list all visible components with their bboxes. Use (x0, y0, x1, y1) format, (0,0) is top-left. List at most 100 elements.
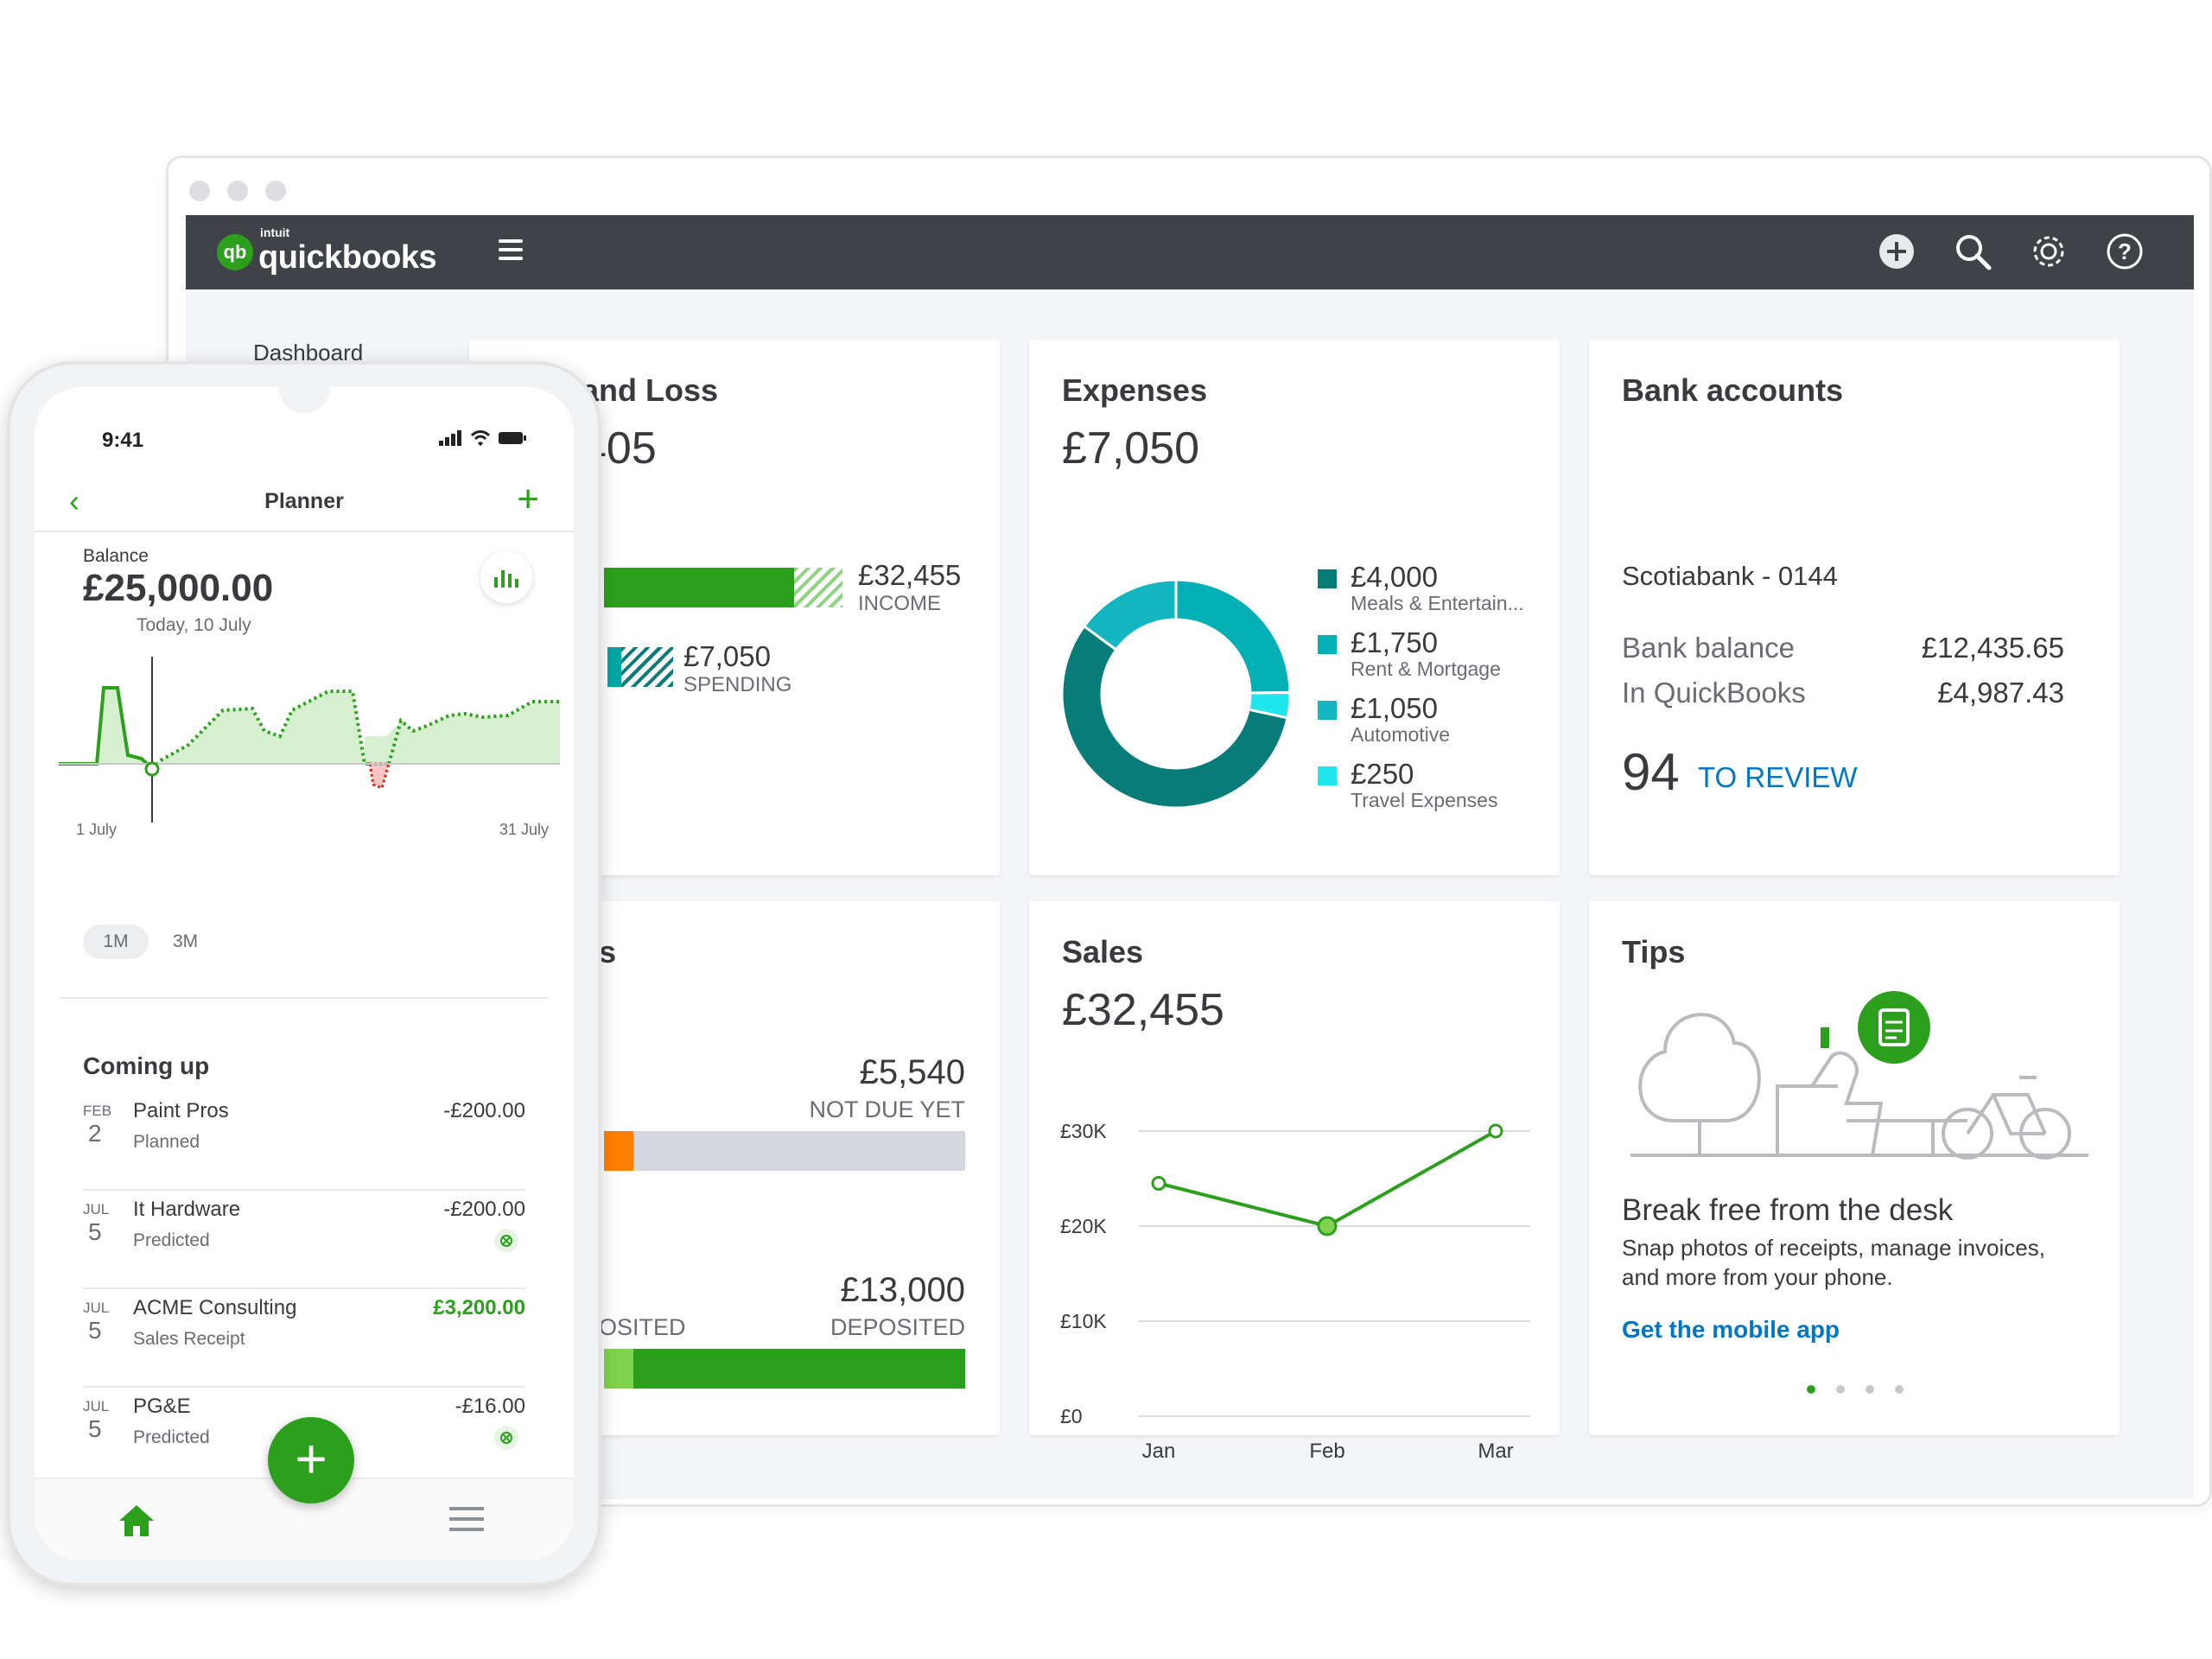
x-tick-label: Mar (1478, 1440, 1513, 1463)
data-point[interactable] (1488, 1123, 1503, 1139)
carousel-dot[interactable] (1836, 1385, 1845, 1394)
list-item[interactable]: JUL 5 ACME Consulting Sales Receipt £3,200.0… (83, 1293, 525, 1388)
menu-icon[interactable] (449, 1507, 484, 1531)
add-floating-button[interactable]: + (268, 1417, 354, 1503)
expenses-card[interactable]: Expenses £7,050 £4,000 Meals & Entertain.… (1029, 340, 1560, 875)
to-review-link[interactable]: TO REVIEW (1698, 761, 1858, 793)
window-dot[interactable] (265, 181, 286, 201)
home-icon[interactable] (118, 1503, 156, 1538)
y-tick-label: £30K (1060, 1120, 1107, 1142)
legend-label: Rent & Mortgage (1351, 658, 1501, 680)
item-day: 2 (88, 1120, 102, 1147)
row-divider (83, 1386, 525, 1388)
get-mobile-app-link[interactable]: Get the mobile app (1622, 1316, 1840, 1343)
brand-name: quickbooks (258, 239, 437, 276)
item-month: FEB (83, 1103, 112, 1119)
chart-start-label: 1 July (76, 821, 118, 838)
y-tick-label: £20K (1060, 1215, 1107, 1237)
card-amount: £32,455 (1062, 985, 1224, 1035)
y-tick-label: £0 (1060, 1405, 1083, 1427)
legend-value: £1,750 (1351, 626, 1438, 658)
income-bar-projected (794, 568, 842, 607)
item-status: Predicted (133, 1230, 210, 1250)
balance-label: Balance (83, 546, 149, 566)
data-point[interactable] (1151, 1176, 1166, 1191)
quickbooks-logo[interactable]: qb intuit quickbooks (217, 226, 437, 276)
add-icon[interactable]: + (517, 478, 539, 520)
x-tick-label: Feb (1309, 1440, 1344, 1463)
window-controls (189, 181, 303, 206)
sales-line-chart: £30K £20K £10K £0 Jan Feb Mar (1060, 1120, 1530, 1463)
plus-icon[interactable] (1876, 231, 1917, 272)
donut-slice[interactable] (1060, 624, 1289, 810)
list-item[interactable]: FEB 2 Paint Pros Planned -£200.00 (83, 1096, 525, 1191)
carousel-dots (1807, 1385, 1904, 1394)
chart-end-label: 31 July (499, 821, 550, 838)
deposited-value: £13,000 (840, 1271, 965, 1309)
data-point[interactable] (1317, 1216, 1338, 1236)
list-item[interactable]: JUL 5 It Hardware Predicted -£200.00 (83, 1194, 525, 1289)
item-amount: £3,200.00 (433, 1296, 525, 1319)
spending-label: SPENDING (683, 673, 792, 696)
signal-icon (439, 430, 461, 446)
app-header: qb intuit quickbooks ? (186, 215, 2194, 293)
item-amount: -£16.00 (454, 1395, 525, 1418)
quickbooks-balance-label: In QuickBooks (1622, 677, 1806, 709)
phone-device: 9:41 ‹ Planner + Balance £25,000.00 Toda… (7, 361, 601, 1586)
card-title: Bank accounts (1622, 372, 1844, 408)
item-day: 5 (88, 1415, 102, 1442)
bank-balance-label: Bank balance (1622, 632, 1795, 664)
x-tick-label: Jan (1142, 1440, 1176, 1463)
gear-icon[interactable] (2028, 231, 2069, 272)
account-name: Scotiabank - 0144 (1622, 561, 1838, 591)
legend-value: £1,050 (1351, 692, 1438, 724)
item-name: PG&E (133, 1395, 191, 1418)
intuit-label: intuit (260, 226, 290, 239)
help-icon[interactable]: ? (2104, 231, 2145, 272)
menu-icon[interactable] (499, 239, 523, 265)
window-dot[interactable] (227, 181, 248, 201)
donut-slice[interactable] (1174, 578, 1292, 695)
item-name: It Hardware (133, 1198, 241, 1221)
donut-slice[interactable] (1247, 691, 1292, 720)
list-item[interactable]: JUL 5 PG&E Predicted -£16.00 (83, 1391, 525, 1486)
back-arrow-icon[interactable]: ‹ (69, 483, 79, 518)
mobile-desk-illustration (1630, 991, 2088, 1160)
tip-heading: Break free from the desk (1622, 1193, 1954, 1227)
deposited-bar (633, 1349, 965, 1389)
legend-label: Automotive (1351, 723, 1451, 746)
sales-card[interactable]: Sales £32,455 £30K £20K £10K £0 Jan Feb Mar (1029, 901, 1560, 1463)
phone-screen: 9:41 ‹ Planner + Balance £25,000.00 Toda… (35, 387, 574, 1560)
tip-body-line2: and more from your phone. (1622, 1264, 1893, 1290)
item-month: JUL (83, 1300, 110, 1316)
range-1m-button[interactable]: 1M (83, 925, 149, 959)
planner-header: ‹ Planner + (35, 475, 574, 532)
tips-card[interactable]: Tips Break free from the desk Snap photo… (1589, 901, 2120, 1435)
item-status: Sales Receipt (133, 1329, 245, 1349)
not-due-value: £5,540 (859, 1053, 965, 1091)
search-icon[interactable] (1952, 231, 1993, 272)
item-amount: -£200.00 (443, 1198, 525, 1221)
legend-swatch (1318, 569, 1337, 588)
cashflow-chart (59, 657, 560, 823)
deposited-label: DEPOSITED (830, 1314, 965, 1340)
range-3m-button[interactable]: 3M (173, 931, 199, 951)
carousel-dot[interactable] (1866, 1385, 1874, 1394)
spending-bar-projected (621, 647, 673, 687)
card-title: Tips (1622, 934, 1686, 969)
donut-slice[interactable] (1082, 578, 1178, 652)
window-dot[interactable] (189, 181, 210, 201)
item-status: Planned (133, 1132, 200, 1152)
overdue-bar (604, 1131, 633, 1171)
qb-logo-icon: qb (217, 234, 253, 270)
bank-balance-value: £12,435.65 (1921, 632, 2064, 664)
carousel-dot[interactable] (1895, 1385, 1904, 1394)
svg-text:?: ? (2118, 238, 2132, 264)
spending-value: £7,050 (683, 640, 771, 672)
carousel-dot[interactable] (1807, 1385, 1815, 1394)
bar-chart-icon[interactable] (480, 551, 532, 603)
item-name: Paint Pros (133, 1099, 229, 1122)
bank-accounts-card[interactable]: Bank accounts Scotiabank - 0144 Bank bal… (1589, 340, 2120, 875)
legend-label: Meals & Entertain... (1351, 592, 1524, 614)
item-day: 5 (88, 1317, 102, 1344)
